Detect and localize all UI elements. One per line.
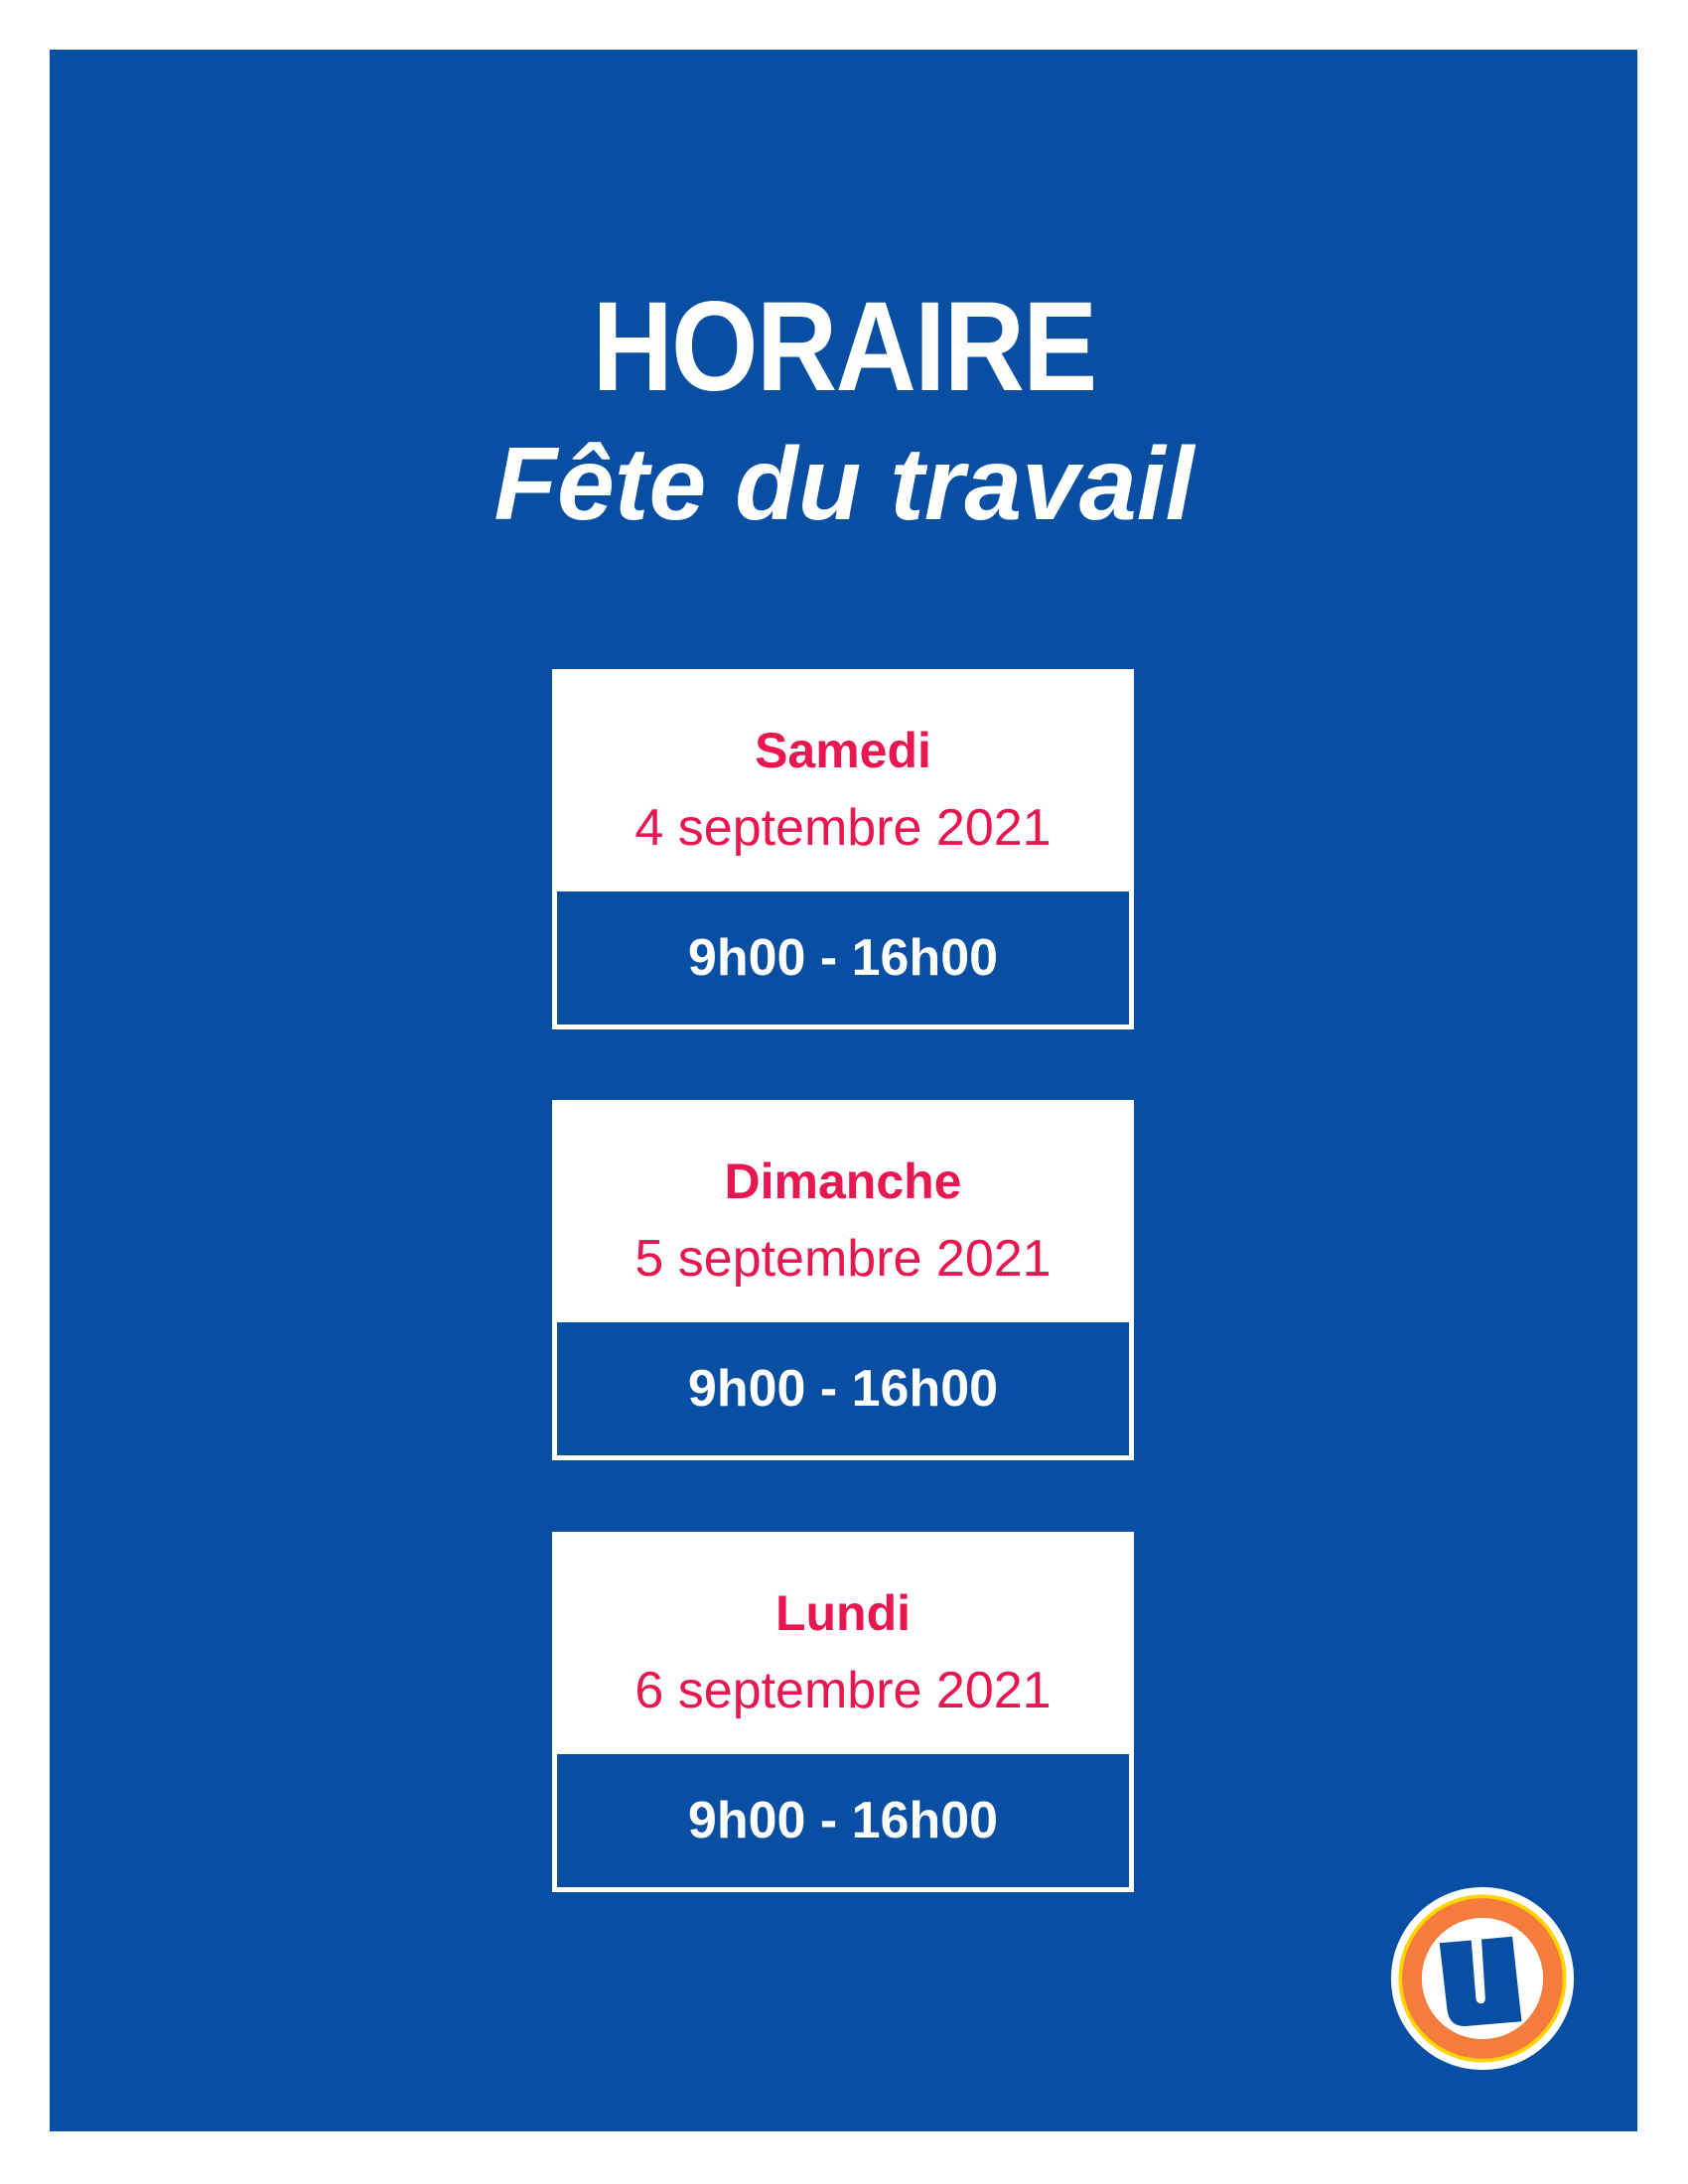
page-subtitle: Fête du travail: [493, 427, 1195, 542]
day-label: Dimanche: [724, 1154, 962, 1209]
schedule-card-saturday: Samedi 4 septembre 2021 9h00 - 16h00: [552, 669, 1134, 1029]
schedule-card-monday: Lundi 6 septembre 2021 9h00 - 16h00: [552, 1532, 1134, 1892]
hours-label: 9h00 - 16h00: [557, 891, 1129, 1024]
schedule-card-sunday: Dimanche 5 septembre 2021 9h00 - 16h00: [552, 1100, 1134, 1460]
hours-label: 9h00 - 16h00: [557, 1322, 1129, 1455]
date-label: 5 septembre 2021: [634, 1230, 1052, 1288]
date-label: 6 septembre 2021: [634, 1662, 1052, 1719]
page-title: HORAIRE: [592, 276, 1097, 418]
date-label: 4 septembre 2021: [634, 799, 1052, 857]
hours-label: 9h00 - 16h00: [557, 1754, 1129, 1887]
day-label: Lundi: [774, 1585, 912, 1641]
u-logo-icon: [1390, 1886, 1575, 2071]
day-label: Samedi: [755, 723, 931, 778]
